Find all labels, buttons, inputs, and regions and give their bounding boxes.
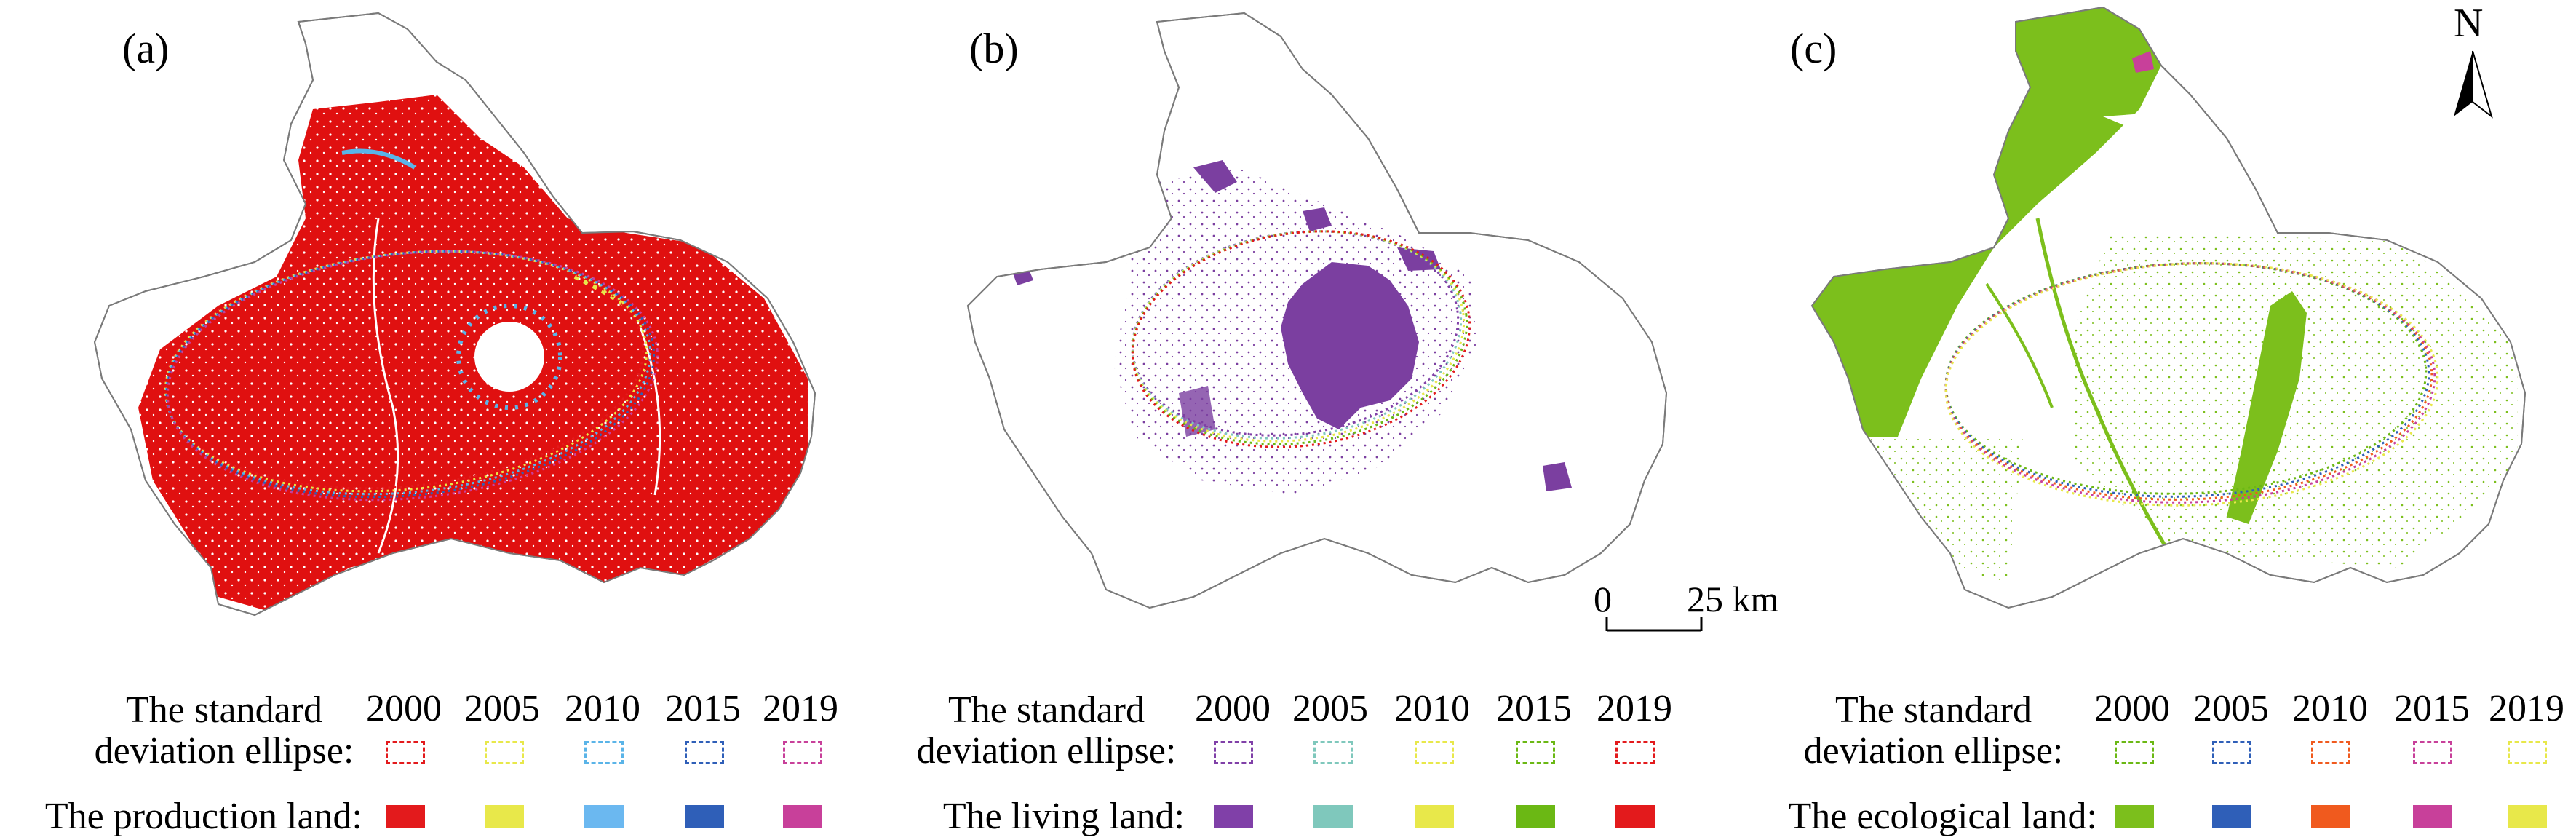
year-2010-a: 2010	[565, 688, 640, 729]
ellipse-swatch	[2508, 741, 2547, 764]
ecological-land-ridge	[2227, 291, 2307, 524]
urban-core-chengdu	[1281, 262, 1419, 429]
year-2015-c: 2015	[2394, 688, 2470, 729]
land-swatch	[2115, 805, 2154, 828]
scale-bar	[1605, 617, 1703, 632]
land-swatch	[584, 805, 624, 828]
land-swatch	[1415, 805, 1454, 828]
legend-title-line1: The standard	[125, 689, 322, 731]
year-2000-a: 2000	[366, 688, 442, 729]
ellipse-swatch	[2115, 741, 2154, 764]
legend-title-c: The standard deviation ellipse:	[1770, 689, 2097, 772]
legend-title-line1: The standard	[1834, 689, 2032, 731]
year-2010-b: 2010	[1394, 688, 1470, 729]
production-land-area	[138, 95, 808, 611]
ellipse-swatch	[783, 741, 822, 764]
ellipse-swatch	[1615, 741, 1655, 764]
panel-label-b: (b)	[969, 25, 1019, 72]
year-2019-a: 2019	[763, 688, 838, 729]
north-label: N	[2454, 1, 2484, 46]
land-swatch	[1214, 805, 1253, 828]
legend-title-line1: The standard	[947, 689, 1145, 731]
ellipse-swatch	[1415, 741, 1454, 764]
legend-title-line2: deviation ellipse:	[94, 730, 354, 772]
year-2005-a: 2005	[464, 688, 540, 729]
sde-ellipses-c	[1944, 262, 2439, 507]
legend-title-b: The standard deviation ellipse:	[908, 689, 1185, 772]
ellipse-swatch	[1516, 741, 1555, 764]
year-2010-c: 2010	[2292, 688, 2368, 729]
year-2000-b: 2000	[1195, 688, 1271, 729]
ellipse-swatch	[1214, 741, 1253, 764]
sde-ellipses-a	[163, 250, 659, 502]
land-swatch	[1313, 805, 1353, 828]
year-2015-b: 2015	[1496, 688, 1572, 729]
ellipse-swatch	[2212, 741, 2251, 764]
land-swatch	[2311, 805, 2350, 828]
map-panel-b	[967, 12, 1667, 609]
panel-label-a: (a)	[122, 25, 170, 72]
year-2019-c: 2019	[2489, 688, 2564, 729]
ellipse-swatch	[485, 741, 524, 764]
panel-label-c: (c)	[1790, 25, 1837, 72]
urban-core-hole	[474, 322, 544, 392]
legend-land-label-a: The production land:	[44, 796, 362, 837]
sde-ellipses-b	[1131, 230, 1471, 448]
year-2015-a: 2015	[665, 688, 741, 729]
land-swatch	[1516, 805, 1555, 828]
land-swatch	[485, 805, 524, 828]
year-2019-b: 2019	[1597, 688, 1672, 729]
year-2000-c: 2000	[2094, 688, 2170, 729]
map-panel-a	[94, 12, 816, 616]
land-swatch	[1615, 805, 1655, 828]
north-arrow-icon	[2454, 50, 2493, 119]
land-swatch	[783, 805, 822, 828]
ellipse-swatch	[584, 741, 624, 764]
year-2005-c: 2005	[2193, 688, 2269, 729]
land-swatch	[685, 805, 724, 828]
land-swatch	[2508, 805, 2547, 828]
legend-land-label-b: The living land:	[942, 796, 1185, 837]
land-swatch	[386, 805, 425, 828]
map-panel-c	[1811, 7, 2526, 609]
legend-title-a: The standard deviation ellipse:	[86, 689, 362, 772]
ellipse-swatch	[2413, 741, 2452, 764]
ellipse-swatch	[1313, 741, 1353, 764]
legend-land-label-c: The ecological land:	[1788, 796, 2097, 837]
ellipse-swatch	[2311, 741, 2350, 764]
scale-start: 0	[1594, 579, 1612, 619]
legend-title-line2: deviation ellipse:	[916, 730, 1177, 772]
ellipse-swatch	[685, 741, 724, 764]
land-swatch	[2212, 805, 2251, 828]
legend-title-line2: deviation ellipse:	[1803, 730, 2064, 772]
year-2005-b: 2005	[1292, 688, 1368, 729]
land-swatch	[2413, 805, 2452, 828]
scale-end: 25 km	[1687, 579, 1779, 619]
ellipse-swatch	[386, 741, 425, 764]
